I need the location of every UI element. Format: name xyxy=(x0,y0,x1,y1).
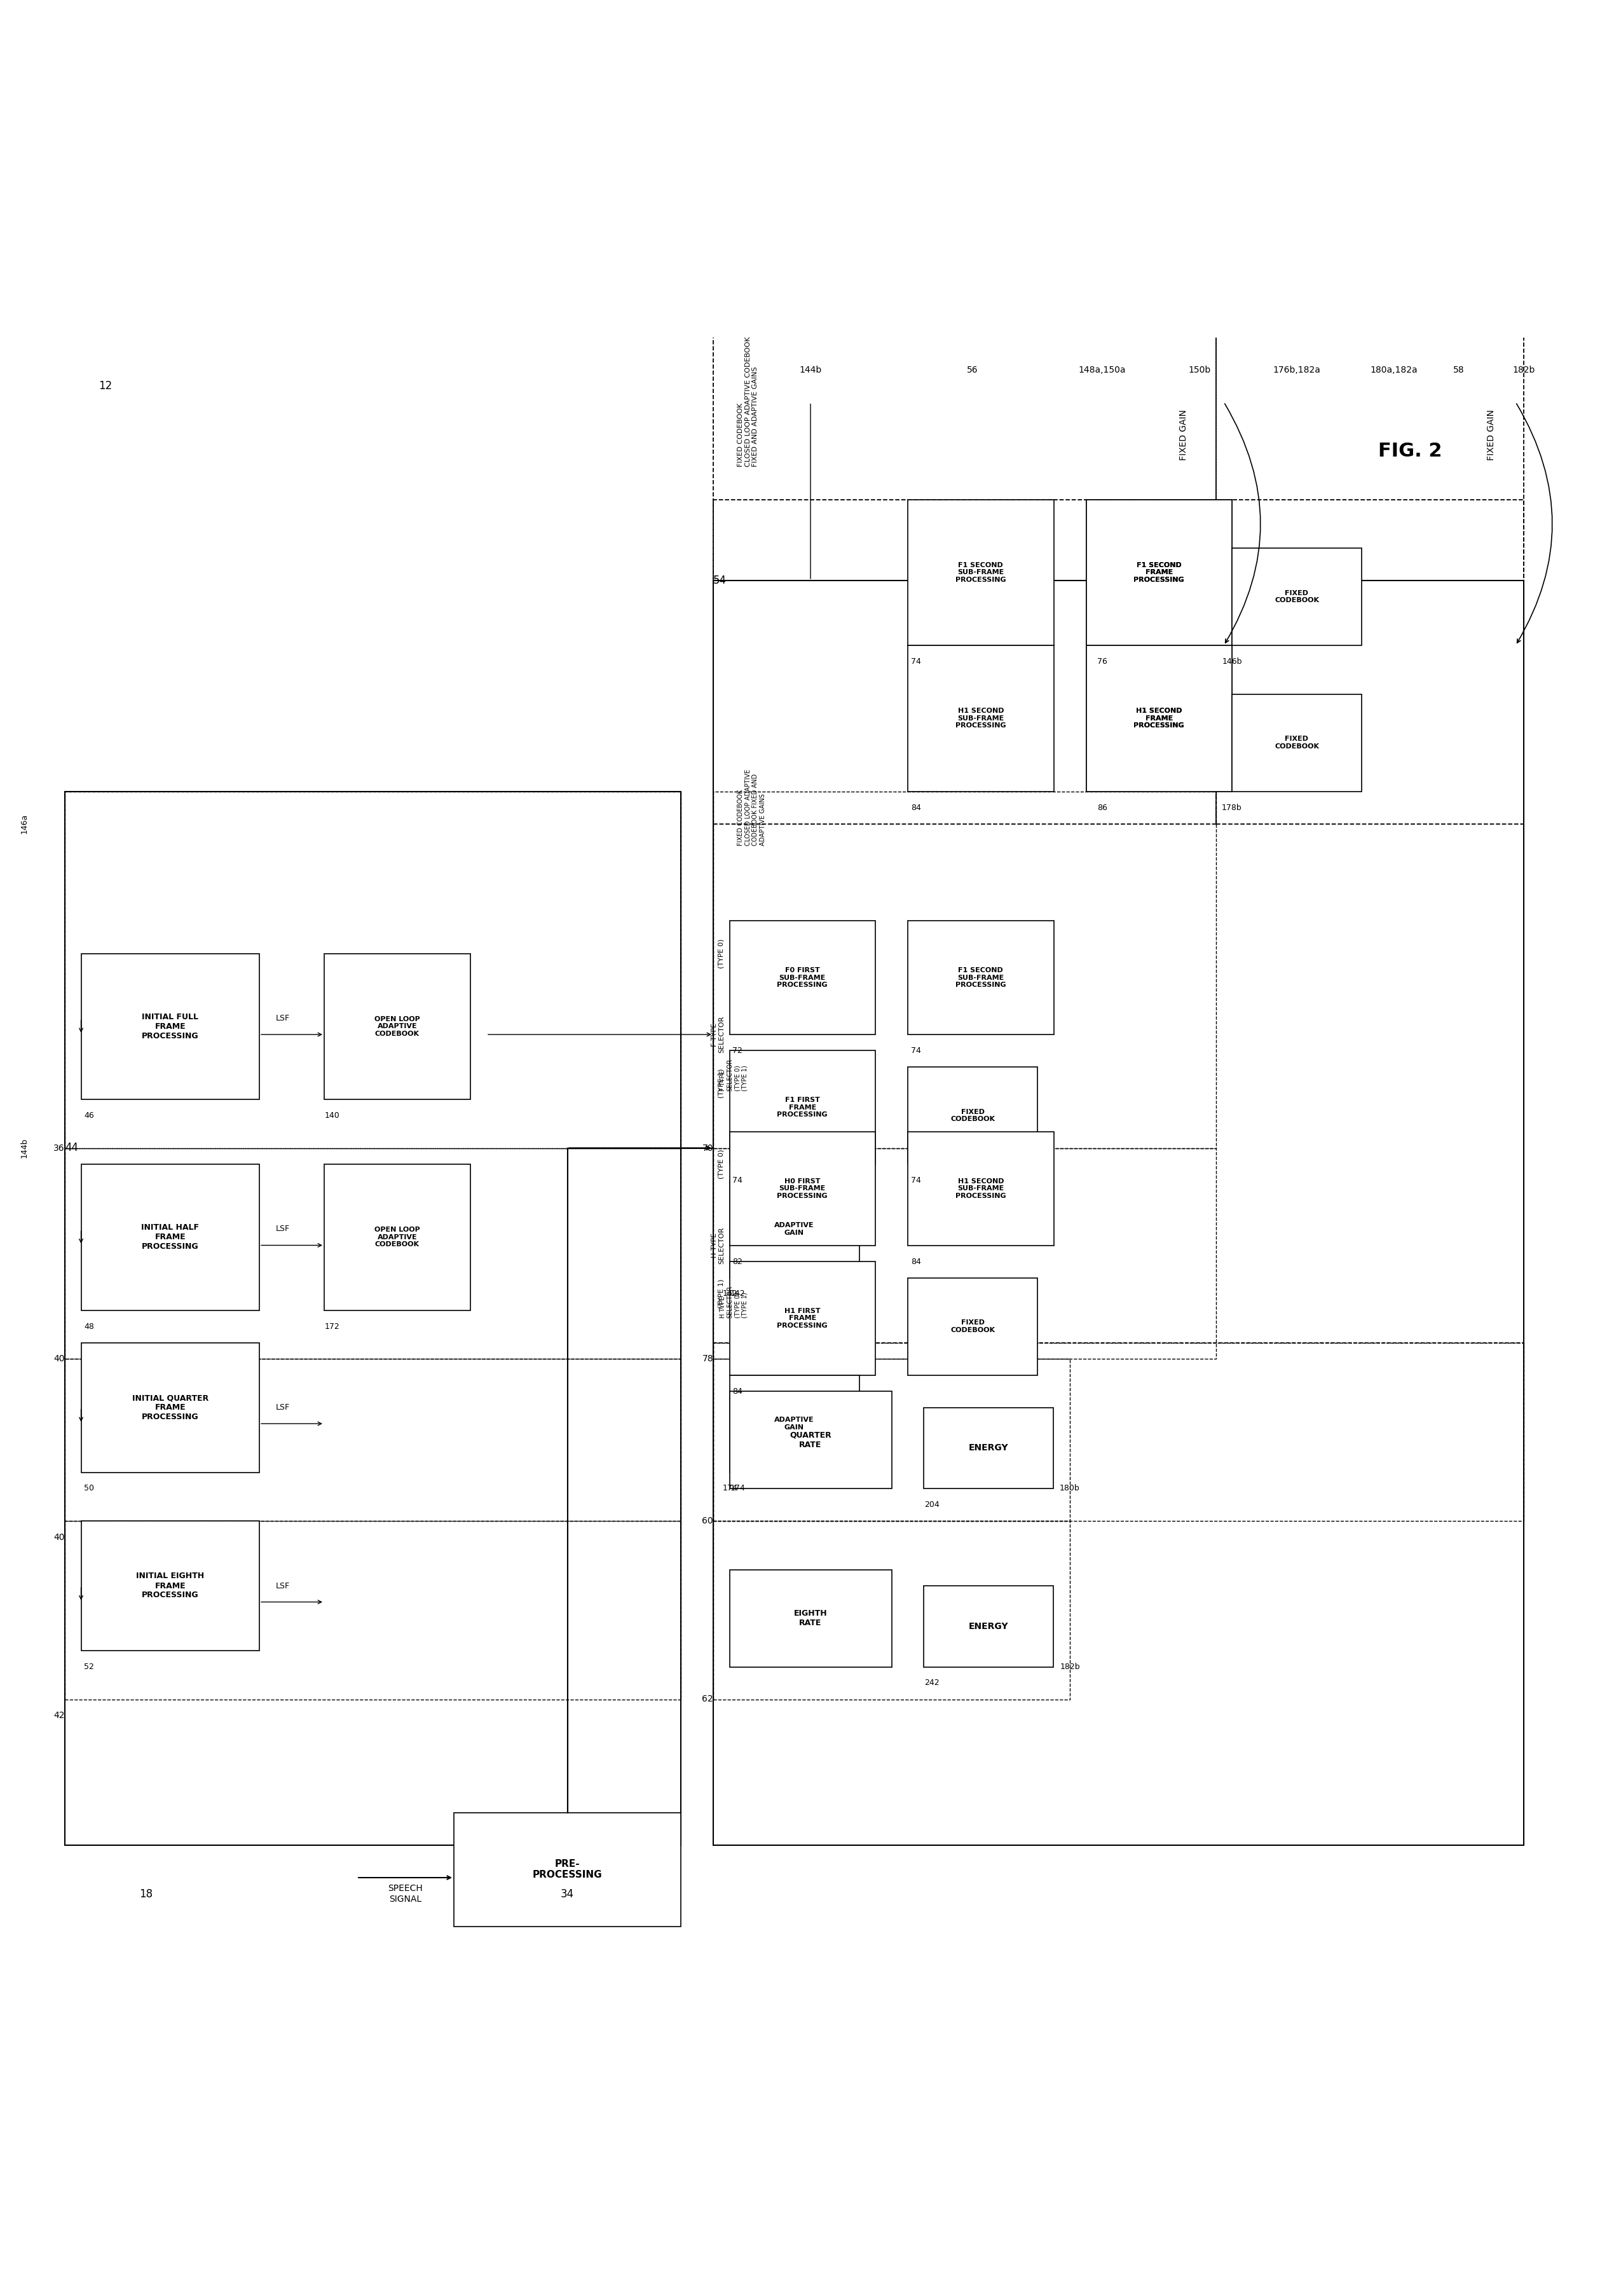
FancyBboxPatch shape xyxy=(908,1277,1037,1375)
FancyBboxPatch shape xyxy=(729,1052,875,1164)
Text: (TYPE 0): (TYPE 0) xyxy=(718,1150,725,1180)
Text: QUARTER
RATE: QUARTER RATE xyxy=(789,1430,832,1449)
Text: 180b: 180b xyxy=(1060,1483,1080,1492)
FancyBboxPatch shape xyxy=(729,1391,892,1488)
Text: 46: 46 xyxy=(84,1111,94,1120)
FancyBboxPatch shape xyxy=(1232,549,1362,645)
Text: 174: 174 xyxy=(723,1483,738,1492)
FancyBboxPatch shape xyxy=(1086,645,1232,792)
Bar xyxy=(713,1148,1216,1359)
FancyBboxPatch shape xyxy=(1086,501,1232,645)
Text: H TYPE
SELECTOR
(TYPE 0)
(TYPE 1): H TYPE SELECTOR (TYPE 0) (TYPE 1) xyxy=(720,1286,749,1318)
Text: FIG. 2: FIG. 2 xyxy=(1378,441,1443,459)
Text: 74: 74 xyxy=(911,657,921,666)
Text: OPEN LOOP
ADAPTIVE
CODEBOOK: OPEN LOOP ADAPTIVE CODEBOOK xyxy=(374,1015,420,1038)
Text: FIXED
CODEBOOK: FIXED CODEBOOK xyxy=(950,1109,995,1123)
FancyBboxPatch shape xyxy=(908,501,1054,645)
Bar xyxy=(65,1148,681,1359)
Text: 84: 84 xyxy=(911,1258,921,1265)
Text: 12: 12 xyxy=(99,381,112,393)
Text: OPEN LOOP
ADAPTIVE
CODEBOOK: OPEN LOOP ADAPTIVE CODEBOOK xyxy=(374,1226,420,1247)
FancyBboxPatch shape xyxy=(1086,501,1232,645)
Text: 52: 52 xyxy=(84,1662,94,1671)
Text: 74: 74 xyxy=(733,1176,742,1185)
Text: F1 SECOND
SUB-FRAME
PROCESSING: F1 SECOND SUB-FRAME PROCESSING xyxy=(955,967,1007,987)
Text: H TYPE
SELECTOR: H TYPE SELECTOR xyxy=(712,1226,725,1263)
Text: 50: 50 xyxy=(84,1483,94,1492)
FancyBboxPatch shape xyxy=(324,953,470,1100)
FancyBboxPatch shape xyxy=(1232,693,1362,792)
Text: 74: 74 xyxy=(911,1047,921,1054)
FancyBboxPatch shape xyxy=(729,921,875,1035)
Text: 182b: 182b xyxy=(1060,1662,1080,1671)
Text: F TYPE
SELECTOR: F TYPE SELECTOR xyxy=(712,1015,725,1054)
Text: 180a,182a: 180a,182a xyxy=(1370,365,1418,374)
FancyBboxPatch shape xyxy=(924,1587,1054,1667)
Text: PRE-
PROCESSING: PRE- PROCESSING xyxy=(533,1860,601,1880)
Bar xyxy=(713,581,1524,1846)
Text: H1 SECOND
SUB-FRAME
PROCESSING: H1 SECOND SUB-FRAME PROCESSING xyxy=(955,707,1007,728)
FancyBboxPatch shape xyxy=(908,1132,1054,1244)
Text: 60: 60 xyxy=(702,1515,713,1525)
Text: ENERGY: ENERGY xyxy=(969,1444,1008,1453)
Text: 36: 36 xyxy=(53,1143,65,1153)
Text: 82: 82 xyxy=(733,1258,742,1265)
Text: 174: 174 xyxy=(729,1483,746,1492)
Text: 172: 172 xyxy=(324,1322,340,1329)
Text: 18: 18 xyxy=(139,1887,152,1899)
Text: H1 SECOND
SUB-FRAME
PROCESSING: H1 SECOND SUB-FRAME PROCESSING xyxy=(955,1178,1007,1199)
Text: 48: 48 xyxy=(84,1322,94,1329)
Text: H1 FIRST
FRAME
PROCESSING: H1 FIRST FRAME PROCESSING xyxy=(776,1309,828,1329)
FancyBboxPatch shape xyxy=(324,1164,470,1311)
Text: 146b: 146b xyxy=(1222,657,1242,666)
Text: 84: 84 xyxy=(733,1387,742,1396)
Text: 150b: 150b xyxy=(1188,365,1211,374)
Text: 142: 142 xyxy=(729,1290,746,1297)
FancyBboxPatch shape xyxy=(729,1570,892,1667)
FancyBboxPatch shape xyxy=(81,953,259,1100)
Text: LSF: LSF xyxy=(276,1226,290,1233)
FancyBboxPatch shape xyxy=(729,1375,859,1472)
Text: 56: 56 xyxy=(968,365,977,374)
Text: F1 SECOND
FRAME
PROCESSING: F1 SECOND FRAME PROCESSING xyxy=(1133,563,1185,583)
Text: ENERGY: ENERGY xyxy=(969,1621,1008,1630)
Text: 140: 140 xyxy=(324,1111,340,1120)
FancyBboxPatch shape xyxy=(81,1343,259,1472)
FancyBboxPatch shape xyxy=(454,1814,681,1926)
Text: (TYPE 0): (TYPE 0) xyxy=(718,939,725,969)
Text: 74: 74 xyxy=(911,1176,921,1185)
Bar xyxy=(1216,0,1524,581)
Text: 54: 54 xyxy=(713,574,726,585)
FancyBboxPatch shape xyxy=(1086,645,1232,792)
Text: INITIAL QUARTER
FRAME
PROCESSING: INITIAL QUARTER FRAME PROCESSING xyxy=(131,1394,209,1421)
Text: 40: 40 xyxy=(53,1534,65,1541)
Text: (TYPE 1): (TYPE 1) xyxy=(718,1279,725,1309)
Bar xyxy=(65,792,681,1846)
Text: ADAPTIVE
GAIN: ADAPTIVE GAIN xyxy=(775,1417,814,1430)
Text: 178b: 178b xyxy=(1222,804,1242,813)
Text: EIGHTH
RATE: EIGHTH RATE xyxy=(794,1609,827,1628)
Text: 42: 42 xyxy=(53,1711,65,1720)
FancyBboxPatch shape xyxy=(908,645,1054,792)
Text: 62: 62 xyxy=(702,1694,713,1704)
Text: INITIAL EIGHTH
FRAME
PROCESSING: INITIAL EIGHTH FRAME PROCESSING xyxy=(136,1573,204,1600)
Text: 58: 58 xyxy=(1454,365,1464,374)
Text: 84: 84 xyxy=(911,804,921,813)
Text: FIXED CODEBOOK
CLOSED LOOP ADAPTIVE CODEBOOK
FIXED AND ADAPTIVE GAINS: FIXED CODEBOOK CLOSED LOOP ADAPTIVE CODE… xyxy=(738,338,759,466)
Text: F1 FIRST
FRAME
PROCESSING: F1 FIRST FRAME PROCESSING xyxy=(776,1097,828,1118)
FancyBboxPatch shape xyxy=(908,921,1054,1035)
Text: FIXED CODEBOOK
CLOSED LOOP ADAPTIVE
CODEBOOK FIXED AND
ADAPTIVE GAINS: FIXED CODEBOOK CLOSED LOOP ADAPTIVE CODE… xyxy=(738,769,767,845)
Text: F1 SECOND
FRAME
PROCESSING: F1 SECOND FRAME PROCESSING xyxy=(1133,563,1185,583)
FancyBboxPatch shape xyxy=(924,1407,1054,1488)
Text: LSF: LSF xyxy=(276,1403,290,1412)
Text: 148a,150a: 148a,150a xyxy=(1078,365,1127,374)
Bar xyxy=(713,1359,1070,1520)
Text: 76: 76 xyxy=(1097,657,1107,666)
FancyBboxPatch shape xyxy=(81,1520,259,1651)
Text: 40: 40 xyxy=(53,1355,65,1364)
Bar xyxy=(1216,501,1524,824)
Text: 72: 72 xyxy=(733,1047,742,1054)
Text: H1 SECOND
FRAME
PROCESSING: H1 SECOND FRAME PROCESSING xyxy=(1133,707,1185,728)
FancyBboxPatch shape xyxy=(81,1164,259,1311)
Text: 242: 242 xyxy=(924,1678,940,1688)
